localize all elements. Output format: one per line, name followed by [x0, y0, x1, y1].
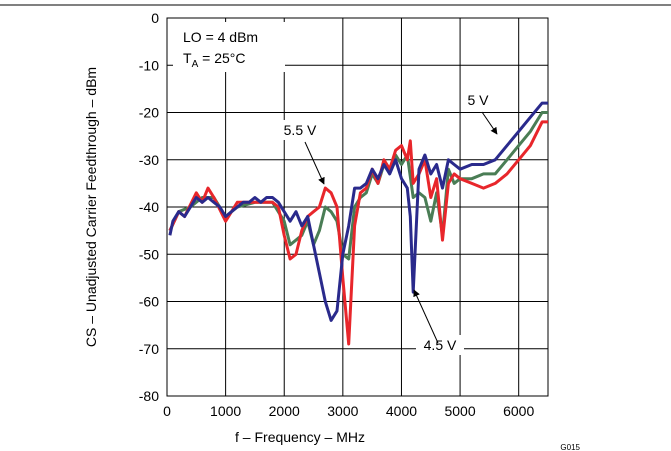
x-tick-label: 6000	[503, 403, 534, 419]
conditions-box	[173, 22, 285, 72]
legend-label: 4.5 V	[424, 337, 457, 353]
y-tick-label: -20	[139, 105, 159, 121]
y-tick-label: -10	[139, 57, 159, 73]
x-tick-label: 0	[163, 403, 171, 419]
x-tick-label: 4000	[386, 403, 417, 419]
ta-value: = 25°C	[198, 50, 245, 66]
label-bg	[276, 120, 324, 140]
label-arrow	[413, 289, 439, 344]
ta-subscript: A	[192, 59, 199, 70]
y-tick-label: -40	[139, 199, 159, 215]
x-tick-label: 5000	[444, 403, 475, 419]
y-tick-label: -70	[139, 341, 159, 357]
y-tick-label: -30	[139, 152, 159, 168]
label-arrow	[481, 111, 498, 135]
label-bg	[462, 90, 494, 110]
x-tick-label: 3000	[327, 403, 358, 419]
label-arrow	[304, 141, 325, 185]
label-bg	[416, 335, 464, 355]
y-tick-label: -50	[139, 246, 159, 262]
y-tick-label: 0	[151, 10, 159, 26]
legend-label: 5 V	[467, 92, 489, 108]
x-tick-label: 2000	[269, 403, 300, 419]
condition-lo: LO = 4 dBm	[183, 29, 258, 45]
ta-symbol: T	[183, 50, 192, 66]
x-tick-label: 1000	[210, 403, 241, 419]
figure-id: G015	[560, 443, 580, 451]
y-tick-label: -60	[139, 294, 159, 310]
series-line	[168, 101, 548, 322]
condition-ta: TA = 25°C	[183, 50, 245, 70]
series-line	[168, 120, 548, 346]
y-tick-label: -80	[139, 388, 159, 404]
plot-frame	[166, 17, 549, 397]
x-axis-label: f – Frequency – MHz	[235, 429, 365, 445]
legend-label: 5.5 V	[284, 122, 317, 138]
y-axis-label: CS – Unadjusted Carrier Feedthrough – dB…	[83, 67, 99, 347]
